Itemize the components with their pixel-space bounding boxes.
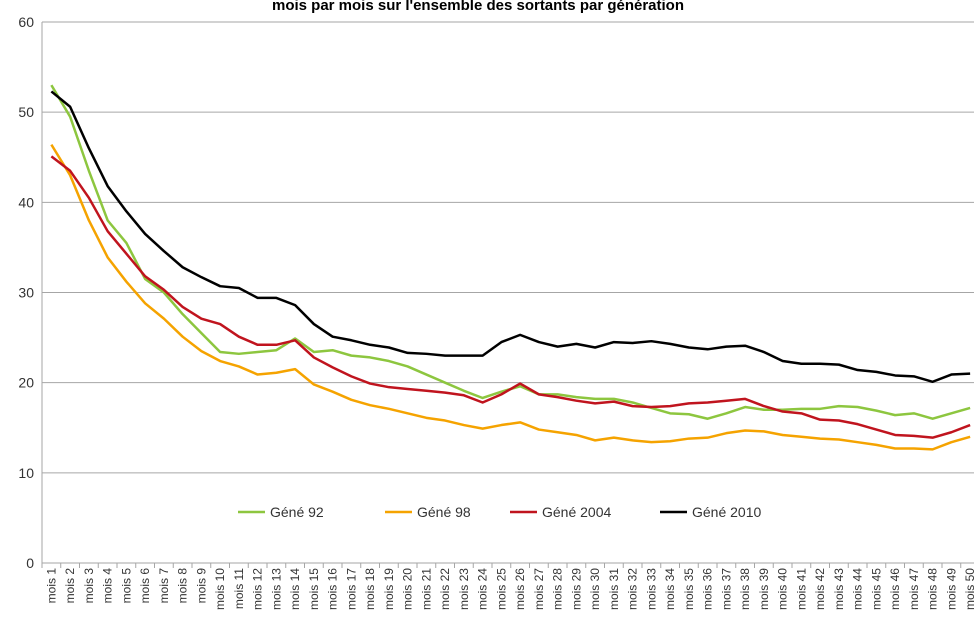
x-tick-label: mois 44 bbox=[851, 568, 865, 610]
y-tick-label: 40 bbox=[18, 194, 34, 210]
y-tick-label: 60 bbox=[18, 14, 34, 30]
x-tick-label: mois 7 bbox=[157, 568, 171, 604]
x-tick-label: mois 5 bbox=[119, 568, 133, 604]
x-tick-label: mois 2 bbox=[63, 568, 77, 604]
legend-label: Géné 92 bbox=[270, 504, 324, 520]
x-tick-label: mois 47 bbox=[907, 568, 921, 610]
series-line bbox=[50, 84, 971, 420]
x-tick-label: mois 31 bbox=[607, 568, 621, 610]
x-tick-label: mois 30 bbox=[588, 568, 602, 610]
x-tick-label: mois 29 bbox=[569, 568, 583, 610]
x-tick-label: mois 11 bbox=[232, 568, 246, 609]
x-tick-label: mois 37 bbox=[719, 568, 733, 610]
x-tick-label: mois 14 bbox=[288, 568, 302, 610]
y-tick-label: 20 bbox=[18, 375, 34, 391]
x-tick-label: mois 25 bbox=[494, 568, 508, 610]
x-tick-label: mois 35 bbox=[682, 568, 696, 610]
x-tick-label: mois 10 bbox=[213, 568, 227, 610]
chart-title: mois par mois sur l'ensemble des sortant… bbox=[272, 0, 684, 14]
x-tick-label: mois 27 bbox=[532, 568, 546, 610]
x-tick-label: mois 15 bbox=[307, 568, 321, 610]
x-tick-label: mois 6 bbox=[138, 568, 152, 604]
y-tick-label: 10 bbox=[18, 465, 34, 481]
series-line bbox=[50, 143, 971, 451]
x-tick-label: mois 48 bbox=[926, 568, 940, 610]
x-tick-label: mois 46 bbox=[888, 568, 902, 610]
x-tick-label: mois 33 bbox=[644, 568, 658, 610]
x-tick-label: mois 34 bbox=[663, 568, 677, 610]
x-tick-label: mois 42 bbox=[813, 568, 827, 610]
x-tick-label: mois 1 bbox=[44, 568, 58, 604]
x-tick-label: mois 40 bbox=[776, 568, 790, 610]
y-tick-label: 0 bbox=[26, 555, 34, 571]
y-tick-label: 50 bbox=[18, 104, 34, 120]
x-tick-label: mois 22 bbox=[438, 568, 452, 610]
x-tick-label: mois 18 bbox=[363, 568, 377, 610]
x-tick-label: mois 38 bbox=[738, 568, 752, 610]
x-tick-label: mois 39 bbox=[757, 568, 771, 610]
x-tick-label: mois 13 bbox=[269, 568, 283, 610]
x-tick-label: mois 3 bbox=[82, 568, 96, 604]
x-tick-label: mois 23 bbox=[457, 568, 471, 610]
legend-label: Géné 2004 bbox=[542, 504, 611, 520]
x-tick-label: mois 9 bbox=[194, 568, 208, 604]
x-tick-label: mois 32 bbox=[626, 568, 640, 610]
x-tick-label: mois 26 bbox=[513, 568, 527, 610]
x-tick-label: mois 8 bbox=[176, 568, 190, 604]
legend-label: Géné 2010 bbox=[692, 504, 761, 520]
series-line bbox=[50, 155, 971, 439]
x-tick-label: mois 12 bbox=[251, 568, 265, 610]
x-tick-label: mois 19 bbox=[382, 568, 396, 610]
x-tick-label: mois 49 bbox=[944, 568, 958, 610]
series-line bbox=[50, 90, 971, 384]
x-tick-label: mois 16 bbox=[326, 568, 340, 610]
x-tick-label: mois 28 bbox=[551, 568, 565, 610]
x-tick-label: mois 50 bbox=[963, 568, 974, 610]
x-tick-label: mois 24 bbox=[476, 568, 490, 610]
x-tick-label: mois 43 bbox=[832, 568, 846, 610]
legend: Géné 92 Géné 98 Géné 2004 Géné 2010 bbox=[238, 504, 761, 520]
x-tick-label: mois 36 bbox=[701, 568, 715, 610]
x-tick-label: mois 45 bbox=[869, 568, 883, 610]
x-tick-label: mois 21 bbox=[419, 568, 433, 610]
legend-label: Géné 98 bbox=[417, 504, 471, 520]
x-tick-label: mois 4 bbox=[101, 568, 115, 604]
x-tick-label: mois 20 bbox=[401, 568, 415, 610]
x-tick-label: mois 41 bbox=[794, 568, 808, 610]
y-tick-label: 30 bbox=[18, 285, 34, 301]
x-tick-label: mois 17 bbox=[344, 568, 358, 610]
